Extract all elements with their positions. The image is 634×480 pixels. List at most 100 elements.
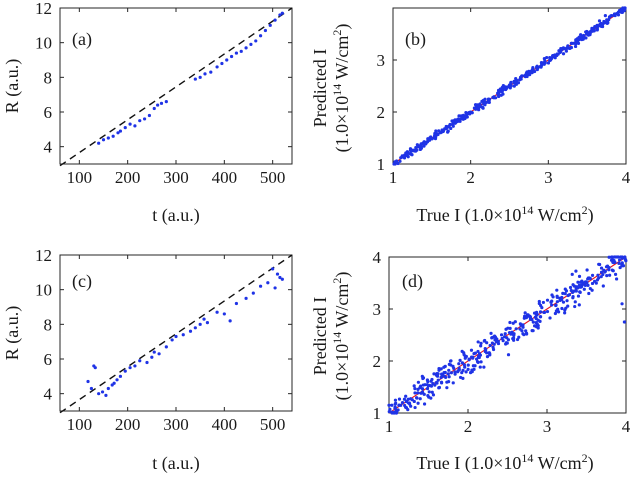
panel-d-point-224 [536, 326, 540, 330]
panel-d-point-290 [550, 303, 554, 307]
panel-d-point-309 [563, 311, 567, 315]
panel-d-point-288 [444, 375, 448, 379]
panel-c-point-22 [174, 334, 178, 339]
panel-b-point-313 [447, 124, 451, 128]
panel-d-point-361 [608, 273, 612, 277]
panel-d-point-386 [485, 355, 490, 359]
panel-d-point-367 [393, 406, 397, 410]
panel-a-point-3 [111, 134, 115, 138]
panel-d-point-303 [551, 295, 555, 299]
panel-d-point-268 [390, 411, 394, 415]
panel-b-point-362 [426, 137, 430, 141]
panel-d-point-264 [597, 276, 601, 280]
panel-b-point-364 [561, 52, 566, 56]
panel-b-point-378 [409, 149, 413, 153]
panel-b-point-267 [472, 106, 476, 110]
panel-a-point-27 [249, 42, 253, 47]
panel-d-point-415 [408, 402, 412, 406]
panel-b-label: (b) [405, 29, 426, 50]
panel-d-point-384 [451, 381, 455, 385]
panel-d-point-282 [570, 272, 574, 276]
panel-d-point-142 [485, 341, 489, 345]
panel-a-ytick-label-1: 6 [44, 103, 53, 122]
panel-d-point-350 [419, 391, 423, 395]
panel-d-point-330 [542, 310, 546, 314]
panel-d-point-305 [506, 353, 511, 357]
panel-d-point-380 [421, 383, 425, 387]
panel-d-point-33 [566, 304, 570, 308]
panel-d-point-173 [418, 397, 422, 401]
panel-b-point-374 [500, 85, 504, 90]
panel-b-point-311 [515, 78, 519, 82]
panel-d-point-10 [430, 390, 434, 394]
panel-d-point-324 [539, 303, 543, 308]
panel-b-point-142 [446, 130, 450, 134]
panel-d-point-187 [415, 396, 419, 400]
panel-c-xtick-label-4: 500 [260, 415, 286, 434]
panel-b-point-306 [493, 96, 498, 100]
panel-d-point-411 [521, 323, 525, 327]
panel-d-point-279 [573, 300, 577, 304]
panel-b-point-345 [497, 92, 501, 96]
panel-d-point-381 [525, 332, 529, 336]
panel-d-point-275 [432, 372, 436, 376]
panel-c-point-37 [271, 267, 275, 271]
panel-b-point-333 [457, 114, 461, 118]
panel-d-point-344 [512, 336, 516, 340]
panel-a: 100 200 300 400 500 4 6 8 10 12 (a) t (a.u.) R (a… [2, 0, 293, 226]
panel-a-point-16 [193, 77, 197, 81]
panel-d-point-390 [535, 312, 539, 316]
panel-c-point-17 [150, 355, 154, 359]
panel-b-point-357 [444, 127, 448, 131]
panel-b-point-316 [524, 71, 529, 75]
panel-d-point-359 [473, 364, 477, 368]
panel-d-point-418 [623, 258, 628, 262]
panel-c-point-28 [205, 321, 210, 325]
panel-c-point-40 [278, 275, 282, 280]
panel-d-point-325 [598, 262, 602, 267]
panel-d-point-321 [478, 365, 482, 369]
panel-d-point-317 [463, 356, 467, 360]
panel-c-xtick-label-2: 300 [163, 415, 189, 434]
panel-c-point-41 [280, 277, 284, 281]
panel-c-point-31 [228, 319, 232, 323]
panel-d-reference-line [388, 256, 627, 414]
panel-c-point-34 [251, 291, 255, 295]
panel-a-point-17 [198, 75, 202, 79]
panel-b-axes-box [392, 7, 627, 165]
panel-c-point-38 [273, 286, 277, 290]
panel-d-point-194 [482, 365, 486, 369]
panel-d-point-114 [491, 347, 496, 352]
panel-b-ytick-label-0: 1 [377, 155, 386, 174]
panel-d-point-385 [560, 306, 564, 311]
panel-d-point-167 [492, 342, 496, 346]
panel-d-point-192 [593, 279, 597, 283]
panel-a-label: (a) [72, 29, 92, 50]
panel-b-point-344 [558, 50, 562, 54]
panel-a-point-4 [116, 131, 120, 135]
panel-d-point-183 [413, 405, 417, 410]
panel-d-point-170 [421, 376, 425, 381]
panel-b-point-187 [434, 129, 438, 133]
panel-d-point-334 [476, 340, 480, 344]
panel-d-point-179 [412, 384, 416, 388]
panel-b-point-331 [567, 46, 572, 51]
panel-b-point-284 [394, 159, 399, 163]
panel-d-point-406 [525, 315, 529, 319]
panel-d-point-356 [458, 358, 462, 363]
panel-d-point-89 [406, 397, 410, 401]
panel-d-point-273 [536, 318, 540, 322]
panel-d-point-375 [471, 356, 475, 360]
panel-d-point-177 [564, 306, 568, 310]
panel-a-xtick-label-4: 500 [260, 168, 286, 187]
panel-b-point-287 [563, 47, 567, 51]
panel-c-point-33 [244, 296, 248, 300]
panel-a-point-1 [101, 138, 106, 142]
panel-a-axes-box [59, 7, 293, 165]
panel-d-point-285 [491, 335, 495, 339]
panel-b-point-326 [597, 19, 602, 23]
panel-d-point-56 [601, 284, 605, 288]
panel-d-point-343 [610, 268, 614, 272]
panel-b-point-382 [455, 119, 459, 123]
panel-b-ylabel-line2: (1.0×1014 W/cm2) [330, 24, 353, 153]
